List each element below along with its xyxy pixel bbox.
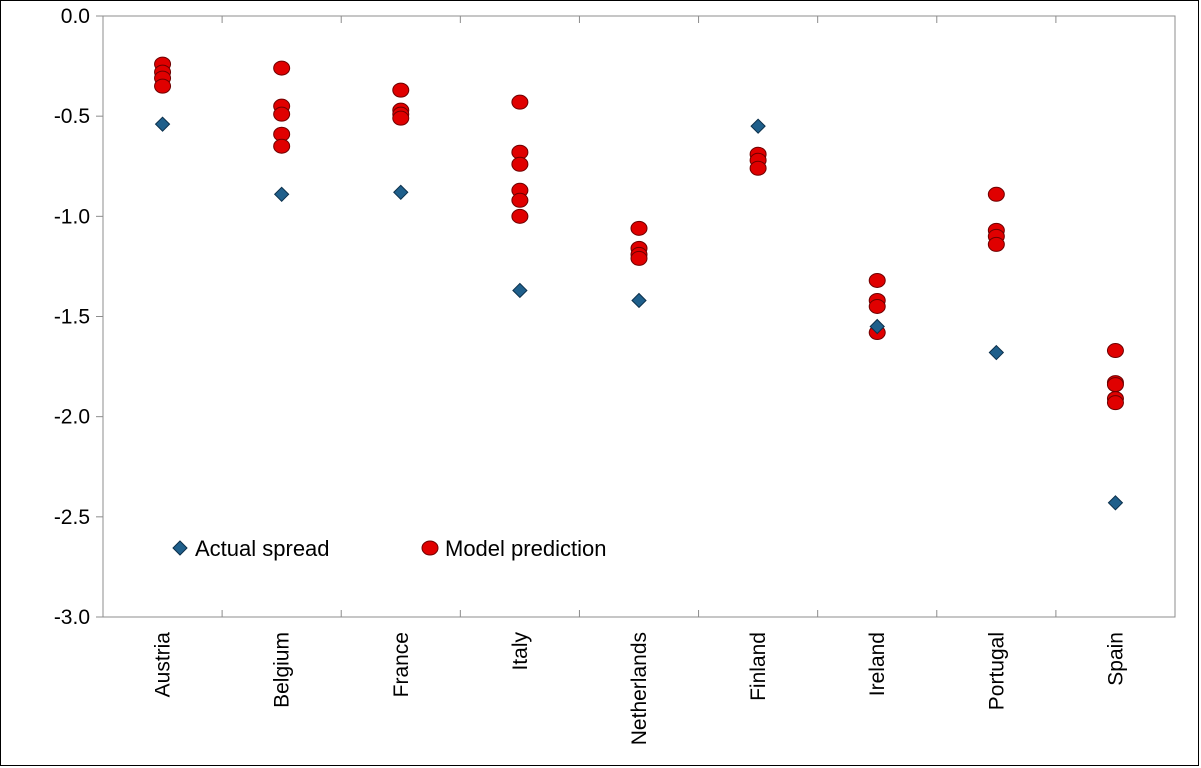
y-tick-label: 0.0: [61, 5, 90, 28]
model-prediction-point: [273, 138, 291, 154]
legend-label-model-prediction: Model prediction: [445, 536, 606, 561]
model-prediction-point: [511, 156, 529, 172]
x-category-label: Ireland: [866, 632, 889, 696]
model-prediction-markers: [154, 56, 1124, 411]
actual-spread-point: [1107, 495, 1124, 511]
model-prediction-point: [1106, 377, 1124, 393]
model-prediction-point: [868, 272, 886, 288]
x-category-label: Spain: [1104, 632, 1127, 686]
model-prediction-point: [273, 106, 291, 122]
model-prediction-point: [1106, 343, 1124, 359]
model-prediction-point: [1106, 395, 1124, 411]
x-axis-ticks: Austria Belgium France Italy Netherlands Finl…: [152, 16, 1127, 745]
x-category-label: Finland: [747, 632, 770, 701]
legend-label-actual-spread: Actual spread: [195, 536, 330, 561]
actual-spread-point: [512, 282, 528, 299]
y-tick-label: -1.5: [54, 306, 90, 329]
x-category-label: France: [390, 632, 413, 697]
x-category-label: Netherlands: [628, 632, 651, 745]
legend: Actual spread Model prediction: [172, 536, 606, 561]
actual-spread-markers: [154, 116, 1124, 511]
model-prediction-point: [630, 250, 648, 266]
y-axis-ticks: 0.0 -0.5 -1.0 -1.5 -2.0 -2.5 -3.0: [54, 5, 103, 629]
actual-spread-point: [750, 118, 766, 134]
y-tick-label: -2.5: [54, 506, 90, 529]
y-tick-label: -0.5: [54, 105, 90, 128]
axes: [102, 15, 1176, 618]
x-category-label: Belgium: [271, 632, 294, 708]
model-prediction-point: [392, 110, 410, 126]
model-prediction-point: [421, 540, 439, 556]
actual-spread-point: [988, 344, 1005, 361]
actual-spread-point: [172, 540, 188, 556]
model-prediction-point: [511, 192, 529, 208]
actual-spread-point: [273, 186, 290, 203]
model-prediction-point: [511, 208, 529, 224]
actual-spread-point: [631, 292, 647, 309]
model-prediction-point: [511, 94, 529, 110]
actual-spread-point: [154, 116, 171, 132]
model-prediction-point: [273, 60, 291, 76]
actual-spread-point: [869, 318, 885, 335]
model-prediction-point: [749, 160, 767, 176]
model-prediction-point: [987, 236, 1005, 252]
model-prediction-point: [154, 78, 172, 94]
y-tick-label: -1.0: [54, 205, 90, 228]
model-prediction-point: [630, 220, 648, 236]
plot-area-border: [102, 15, 1176, 618]
y-tick-label: -2.0: [54, 406, 90, 429]
actual-spread-point: [393, 184, 409, 201]
x-category-label: Italy: [509, 632, 532, 671]
model-prediction-point: [392, 82, 410, 98]
x-category-label: Portugal: [985, 632, 1008, 710]
y-tick-label: -3.0: [54, 606, 90, 629]
model-prediction-point: [987, 186, 1005, 202]
model-prediction-point: [868, 298, 886, 314]
x-category-label: Austria: [152, 632, 175, 698]
